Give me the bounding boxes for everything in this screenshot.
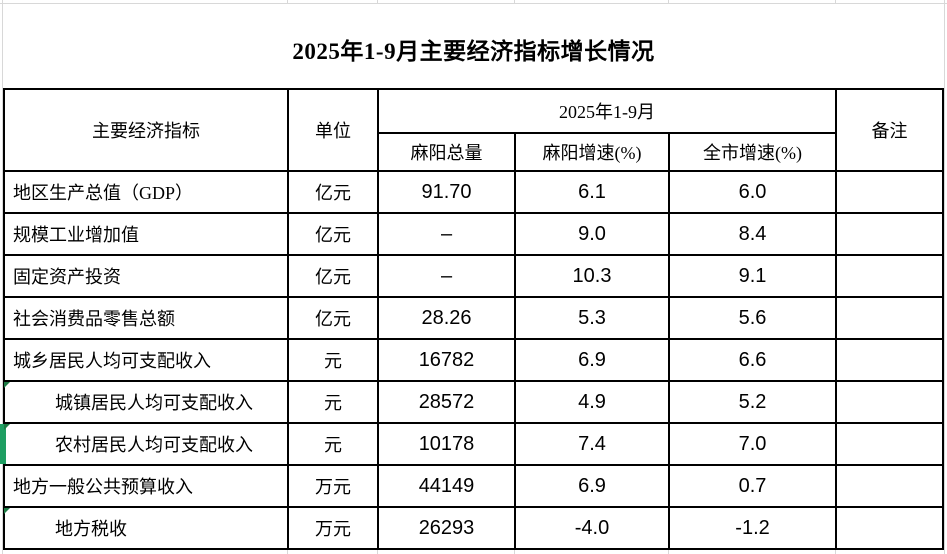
table-row: 社会消费品零售总额 亿元 28.26 5.3 5.6 — [3, 296, 945, 340]
table-row: 城乡居民人均可支配收入元 16782 6.9 6.6 — [3, 338, 945, 382]
gridline-stub — [835, 0, 836, 4]
table-row: 农村居民人均可支配收入元 10178 7.4 7.0 — [0, 422, 945, 466]
cell-city-growth[interactable]: 5.2 — [667, 380, 838, 424]
cell-remark[interactable] — [835, 338, 945, 382]
gridline-left — [2, 0, 3, 554]
cell-unit[interactable]: 元 — [287, 380, 379, 424]
gridline-stub — [377, 548, 378, 554]
cell-remark[interactable] — [835, 380, 945, 424]
cell-total[interactable]: – — [377, 212, 516, 256]
cell-indicator[interactable]: 固定资产投资 — [3, 254, 289, 298]
cell-remark[interactable] — [835, 254, 945, 298]
cell-indicator[interactable]: 农村居民人均可支配收入 — [0, 422, 289, 466]
table-row: 地方一般公共预算收入 万元 44149 6.9 0.7 — [3, 464, 945, 508]
cell-total[interactable]: 16782 — [377, 338, 516, 382]
cell-local-growth[interactable]: 10.3 — [514, 254, 670, 298]
cell-local-growth[interactable]: 9.0 — [514, 212, 670, 256]
cell-indicator[interactable]: 城乡居民人均可支配收入 — [3, 338, 289, 382]
green-left-bar — [0, 424, 6, 464]
gridline-stub — [287, 548, 288, 554]
gridline-stub — [514, 0, 515, 4]
cell-total[interactable]: 10178 — [377, 422, 516, 466]
gridline-stub — [377, 0, 378, 4]
header-row-1: 主要经济指标 单位 2025年1-9月 备注 — [3, 88, 945, 172]
cell-unit[interactable]: 亿元 — [287, 296, 379, 340]
cell-city-growth[interactable]: 6.0 — [667, 170, 838, 214]
indicators-table: 主要经济指标 单位 2025年1-9月 备注 麻阳总量 麻阳增速(%) 全市增速… — [0, 88, 945, 550]
cell-total[interactable]: 28572 — [377, 380, 516, 424]
cell-unit[interactable]: 万元 — [287, 506, 379, 550]
cell-total[interactable]: 26293 — [377, 506, 516, 550]
gridline-stub — [668, 0, 669, 4]
header-remarks[interactable]: 备注 — [835, 88, 945, 172]
table-body: 地区生产总值（GDP） 亿元 91.70 6.1 6.0 规模工业增加值 亿元 –9.0 8.4… — [0, 170, 945, 550]
cell-unit[interactable]: 亿元 — [287, 254, 379, 298]
cell-remark[interactable] — [835, 212, 945, 256]
cell-unit[interactable]: 亿元 — [287, 170, 379, 214]
gridline-stub — [514, 548, 515, 554]
table-row: 规模工业增加值 亿元 –9.0 8.4 — [3, 212, 945, 256]
cell-city-growth[interactable]: 7.0 — [667, 422, 838, 466]
cell-local-growth[interactable]: 6.9 — [514, 464, 670, 508]
cell-city-growth[interactable]: 6.6 — [667, 338, 838, 382]
error-indicator-triangle-icon — [4, 424, 10, 430]
header-local-total[interactable]: 麻阳总量 — [377, 132, 516, 172]
gridline-stub — [835, 548, 836, 554]
table-row: 地方税收 万元 26293 -4.0 -1.2 — [3, 506, 945, 550]
cell-city-growth[interactable]: 8.4 — [667, 212, 838, 256]
cell-remark[interactable] — [835, 422, 945, 466]
sheet-title[interactable]: 2025年1-9月主要经济指标增长情况 — [292, 39, 655, 64]
cell-remark[interactable] — [835, 170, 945, 214]
cell-indicator[interactable]: 地方一般公共预算收入 — [3, 464, 289, 508]
cell-indicator[interactable]: 地方税收 — [3, 506, 289, 550]
cell-unit[interactable]: 万元 — [287, 464, 379, 508]
cell-remark[interactable] — [835, 464, 945, 508]
cell-local-growth[interactable]: 4.9 — [514, 380, 670, 424]
error-indicator-triangle-icon — [4, 382, 10, 388]
cell-total[interactable]: 28.26 — [377, 296, 516, 340]
cell-unit[interactable]: 元 — [287, 338, 379, 382]
gridline-stub — [287, 0, 288, 4]
cell-total[interactable]: 44149 — [377, 464, 516, 508]
header-period-group[interactable]: 2025年1-9月 — [376, 88, 838, 134]
header-unit[interactable]: 单位 — [287, 88, 379, 172]
table-row: 城镇居民人均可支配收入元 28572 4.9 5.2 — [3, 380, 945, 424]
gridline-stub — [668, 548, 669, 554]
cell-local-growth[interactable]: 6.9 — [514, 338, 670, 382]
cell-remark[interactable] — [835, 296, 945, 340]
cell-indicator[interactable]: 规模工业增加值 — [3, 212, 289, 256]
cell-remark[interactable] — [835, 506, 945, 550]
table-row: 地区生产总值（GDP） 亿元 91.70 6.1 6.0 — [3, 170, 945, 214]
gridline-right — [944, 0, 945, 554]
cell-local-growth[interactable]: 7.4 — [514, 422, 670, 466]
cell-city-growth[interactable]: 9.1 — [667, 254, 838, 298]
cell-unit[interactable]: 亿元 — [287, 212, 379, 256]
cell-indicator[interactable]: 地区生产总值（GDP） — [3, 170, 289, 214]
cell-city-growth[interactable]: -1.2 — [667, 506, 838, 550]
table-row: 固定资产投资 亿元 –10.3 9.1 — [3, 254, 945, 298]
cell-local-growth[interactable]: 6.1 — [514, 170, 670, 214]
cell-indicator[interactable]: 社会消费品零售总额 — [3, 296, 289, 340]
cell-city-growth[interactable]: 5.6 — [667, 296, 838, 340]
gridline-top — [0, 3, 947, 4]
cell-local-growth[interactable]: 5.3 — [514, 296, 670, 340]
cell-local-growth[interactable]: -4.0 — [514, 506, 670, 550]
header-local-growth[interactable]: 麻阳增速(%) — [514, 132, 670, 172]
error-indicator-triangle-icon — [4, 508, 10, 514]
header-city-growth[interactable]: 全市增速(%) — [667, 132, 838, 172]
cell-unit[interactable]: 元 — [287, 422, 379, 466]
header-indicator[interactable]: 主要经济指标 — [3, 88, 289, 172]
cell-indicator[interactable]: 城镇居民人均可支配收入 — [3, 380, 289, 424]
cell-total[interactable]: 91.70 — [377, 170, 516, 214]
header-row-2: 麻阳总量 麻阳增速(%) 全市增速(%) — [4, 132, 943, 172]
cell-total[interactable]: – — [377, 254, 516, 298]
cell-city-growth[interactable]: 0.7 — [667, 464, 838, 508]
